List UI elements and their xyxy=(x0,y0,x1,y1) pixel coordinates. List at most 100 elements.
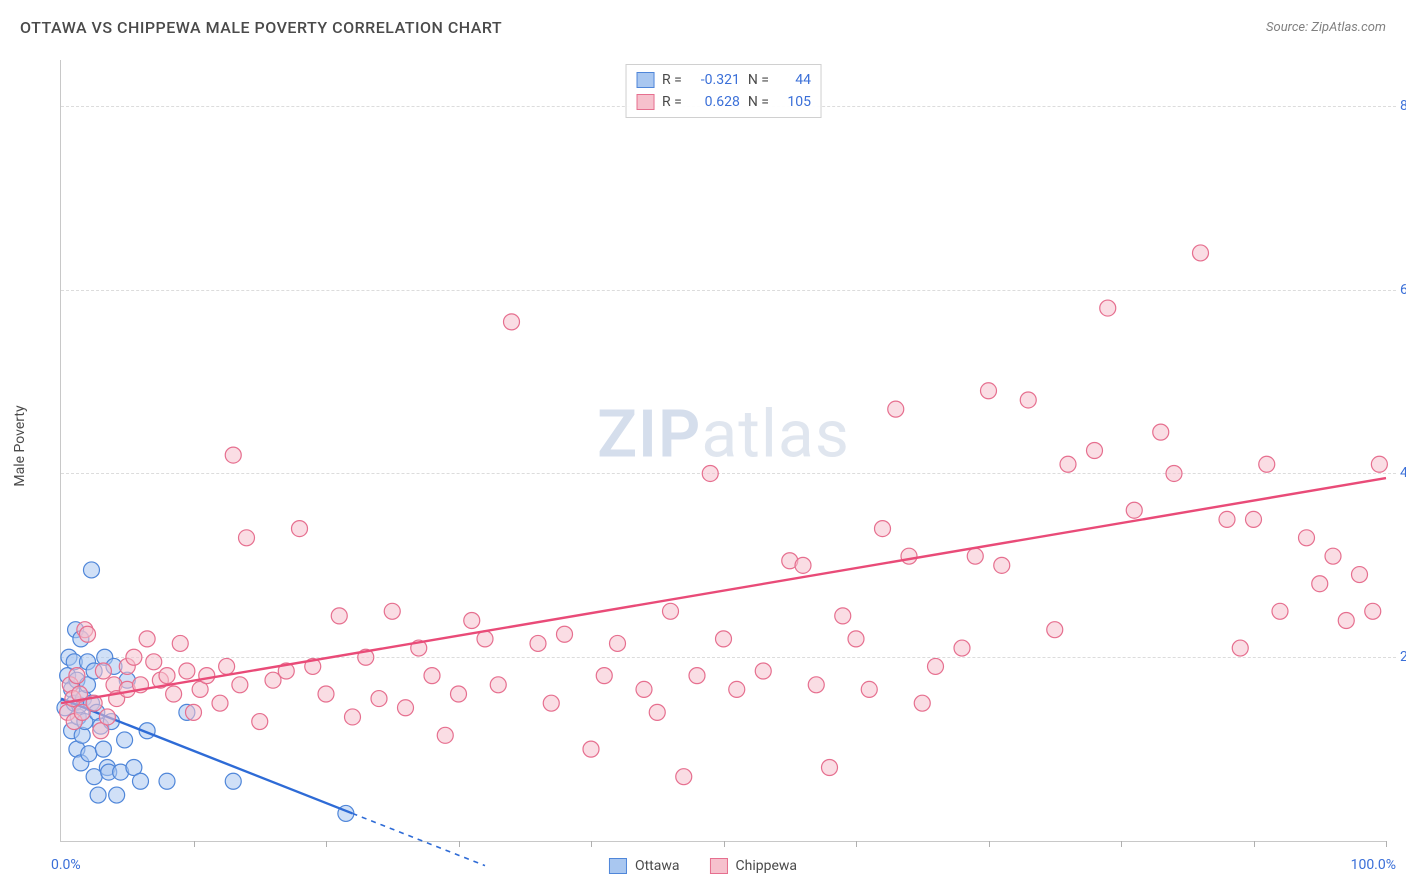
x-tick xyxy=(1386,841,1387,847)
scatter-point xyxy=(848,631,864,647)
x-tick xyxy=(194,841,195,847)
scatter-point xyxy=(610,635,626,651)
scatter-point xyxy=(398,700,414,716)
scatter-point xyxy=(1352,567,1368,583)
scatter-point xyxy=(159,668,175,684)
scatter-point xyxy=(861,681,877,697)
scatter-point xyxy=(755,663,771,679)
scatter-point xyxy=(126,649,142,665)
scatter-point xyxy=(83,562,99,578)
x-max-label: 100.0% xyxy=(1351,857,1396,873)
y-tick-label: 20.0% xyxy=(1400,649,1406,665)
scatter-point xyxy=(1312,576,1328,592)
x-tick xyxy=(989,841,990,847)
scatter-point xyxy=(583,741,599,757)
scatter-point xyxy=(530,635,546,651)
scatter-point xyxy=(172,635,188,651)
correlation-chart: OTTAWA VS CHIPPEWA MALE POVERTY CORRELAT… xyxy=(0,0,1406,892)
scatter-point xyxy=(1371,456,1387,472)
x-tick xyxy=(1121,841,1122,847)
scatter-point xyxy=(1047,622,1063,638)
legend-item-chippewa: Chippewa xyxy=(710,858,798,874)
scatter-point xyxy=(543,695,559,711)
scatter-point xyxy=(596,668,612,684)
scatter-point xyxy=(649,704,665,720)
scatter-point xyxy=(901,548,917,564)
scatter-point xyxy=(1219,511,1235,527)
y-tick-label: 60.0% xyxy=(1400,282,1406,298)
scatter-point xyxy=(504,314,520,330)
swatch-ottawa xyxy=(609,858,627,874)
scatter-point xyxy=(212,695,228,711)
x-min-label: 0.0% xyxy=(51,857,81,873)
scatter-point xyxy=(729,681,745,697)
x-tick xyxy=(724,841,725,847)
scatter-point xyxy=(981,383,997,399)
scatter-point xyxy=(451,686,467,702)
scatter-point xyxy=(1259,456,1275,472)
scatter-point xyxy=(716,631,732,647)
scatter-point xyxy=(1060,456,1076,472)
scatter-point xyxy=(424,668,440,684)
y-tick-label: 80.0% xyxy=(1400,98,1406,114)
scatter-point xyxy=(146,654,162,670)
swatch-chippewa xyxy=(710,858,728,874)
scatter-point xyxy=(225,773,241,789)
legend-label: Chippewa xyxy=(736,858,798,874)
scatter-point xyxy=(702,465,718,481)
scatter-point xyxy=(179,663,195,679)
scatter-point xyxy=(676,769,692,785)
scatter-point xyxy=(318,686,334,702)
x-tick xyxy=(856,841,857,847)
scatter-point xyxy=(808,677,824,693)
x-tick xyxy=(591,841,592,847)
scatter-point xyxy=(384,603,400,619)
scatter-point xyxy=(1365,603,1381,619)
scatter-point xyxy=(954,640,970,656)
scatter-point xyxy=(1299,530,1315,546)
trend-line xyxy=(61,478,1386,703)
scatter-point xyxy=(795,557,811,573)
scatter-point xyxy=(117,732,133,748)
scatter-point xyxy=(232,677,248,693)
scatter-point xyxy=(1100,300,1116,316)
source-attribution: Source: ZipAtlas.com xyxy=(1266,20,1386,35)
scatter-point xyxy=(166,686,182,702)
scatter-point xyxy=(888,401,904,417)
scatter-point xyxy=(464,612,480,628)
scatter-point xyxy=(1193,245,1209,261)
scatter-point xyxy=(133,773,149,789)
scatter-point xyxy=(81,746,97,762)
scatter-point xyxy=(199,668,215,684)
y-tick-label: 40.0% xyxy=(1400,465,1406,481)
scatter-point xyxy=(225,447,241,463)
scatter-point xyxy=(875,521,891,537)
scatter-point xyxy=(835,608,851,624)
scatter-point xyxy=(1325,548,1341,564)
chart-title: OTTAWA VS CHIPPEWA MALE POVERTY CORRELAT… xyxy=(20,18,502,37)
x-tick xyxy=(459,841,460,847)
scatter-point xyxy=(95,663,111,679)
scatter-point xyxy=(437,727,453,743)
scatter-point xyxy=(292,521,308,537)
trend-line-dashed xyxy=(353,813,486,865)
scatter-point xyxy=(1153,424,1169,440)
scatter-point xyxy=(1232,640,1248,656)
scatter-point xyxy=(822,759,838,775)
scatter-point xyxy=(159,773,175,789)
scatter-point xyxy=(928,658,944,674)
x-tick xyxy=(1254,841,1255,847)
scatter-point xyxy=(219,658,235,674)
scatter-point xyxy=(80,626,96,642)
scatter-point xyxy=(967,548,983,564)
scatter-point xyxy=(1272,603,1288,619)
scatter-point xyxy=(663,603,679,619)
scatter-point xyxy=(994,557,1010,573)
scatter-point xyxy=(90,787,106,803)
scatter-point xyxy=(331,608,347,624)
scatter-point xyxy=(1126,502,1142,518)
scatter-point xyxy=(239,530,255,546)
scatter-point xyxy=(557,626,573,642)
y-axis-label: Male Poverty xyxy=(12,405,28,486)
scatter-point xyxy=(95,741,111,757)
